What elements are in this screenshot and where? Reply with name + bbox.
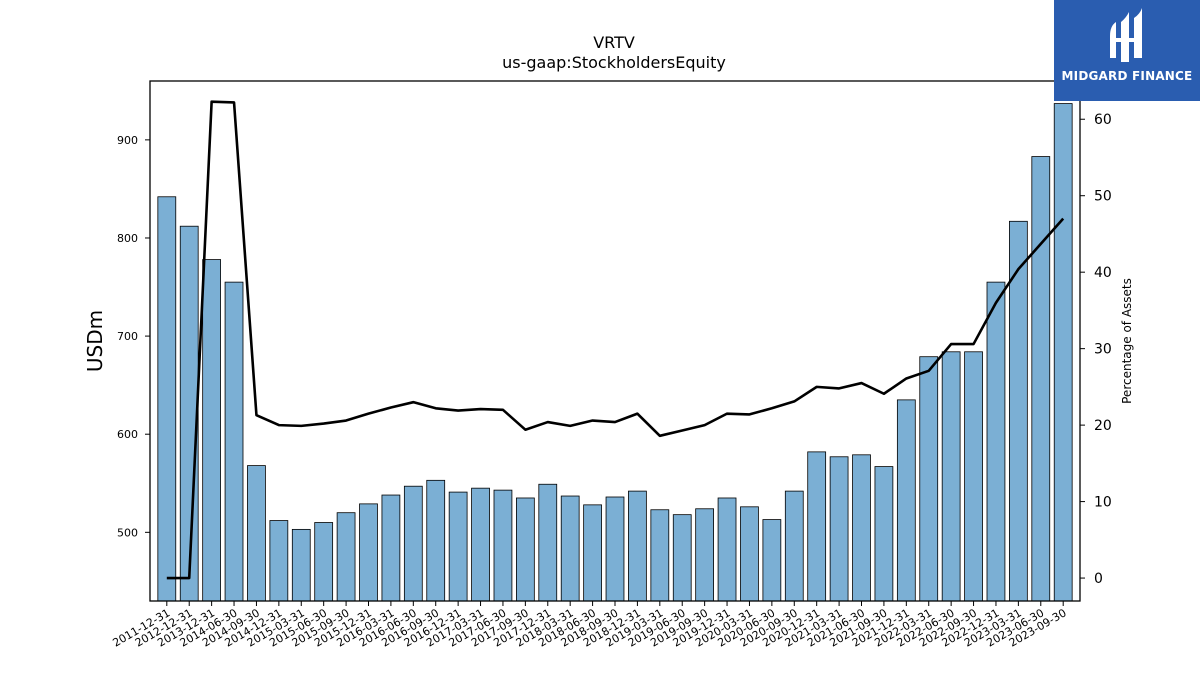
chart-title: VRTV: [593, 33, 635, 52]
y2-tick-label: 0: [1094, 571, 1103, 587]
bar-2014-09-30: [247, 465, 266, 602]
line-series-right: [166, 100, 1065, 580]
y-tick-label: 500: [117, 526, 138, 539]
chart-subtitle: us-gaap:StockholdersEquity: [502, 53, 726, 72]
bar-2017-12-31: [538, 483, 558, 602]
y2-axis-label: Percentage of Assets: [1120, 278, 1134, 404]
bar-2015-09-30: [336, 512, 356, 602]
bar-2023-06-30: [1031, 156, 1051, 602]
y2-tick-label: 60: [1094, 112, 1112, 128]
bar-2022-03-31: [919, 356, 939, 602]
y-tick-label: 600: [117, 428, 138, 441]
bar-2015-06-30: [314, 522, 334, 602]
logo-text: MIDGARD FINANCE: [1061, 69, 1193, 83]
bar-2016-12-31: [448, 491, 468, 602]
bar-2022-12-31: [986, 281, 1006, 602]
bar-2015-12-31: [359, 503, 378, 602]
bar-2019-09-30: [695, 508, 714, 602]
bar-2013-12-31: [202, 259, 221, 602]
bar-2020-03-31: [740, 506, 759, 602]
bar-2018-09-30: [605, 496, 625, 602]
bar-2021-03-31: [829, 456, 849, 602]
bar-2017-03-31: [471, 487, 490, 602]
y-tick-label: 900: [117, 134, 138, 147]
bar-2021-06-30: [852, 454, 871, 602]
bar-2017-09-30: [516, 497, 535, 602]
bar-2016-09-30: [426, 479, 446, 602]
brand-logo: MIDGARD FINANCE: [1054, 0, 1200, 101]
y2-tick-label: 10: [1094, 495, 1112, 511]
bar-2021-12-31: [896, 399, 916, 602]
bar-2016-06-30: [403, 485, 423, 602]
bar-2014-12-31: [269, 520, 289, 602]
bar-2016-03-31: [381, 494, 401, 602]
bar-2019-06-30: [672, 514, 692, 602]
bar-2012-12-31: [179, 225, 199, 602]
bar-2015-03-31: [291, 528, 311, 602]
y-tick-label: 800: [117, 232, 138, 245]
y2-tick-label: 50: [1094, 189, 1112, 205]
bar-2019-03-31: [650, 509, 670, 602]
y-axis-label: USDm: [83, 310, 107, 372]
bar-2017-06-30: [493, 489, 513, 602]
bar-group: [157, 103, 1073, 602]
y2-tick-label: 40: [1094, 265, 1112, 281]
bar-2023-09-30: [1053, 103, 1073, 602]
line-group: [166, 100, 1065, 580]
bar-2020-06-30: [762, 519, 782, 602]
bar-2011-12-31: [157, 196, 177, 602]
bar-2022-09-30: [964, 351, 983, 602]
bar-2020-09-30: [784, 490, 804, 602]
bar-2020-12-31: [807, 451, 827, 602]
axes-group: 50060070080090001020304050602011-12-3120…: [110, 80, 1112, 650]
bar-2021-09-30: [874, 466, 894, 602]
logo-mark-icon: [1110, 8, 1142, 62]
bar-2019-12-31: [717, 497, 737, 602]
bar-2018-06-30: [583, 504, 602, 602]
bar-2014-06-30: [224, 281, 244, 602]
bar-2018-12-31: [628, 490, 647, 602]
bar-2022-06-30: [941, 351, 961, 602]
bar-2018-03-31: [560, 495, 580, 602]
y2-tick-label: 30: [1094, 342, 1112, 358]
y-tick-label: 700: [117, 330, 138, 343]
y2-tick-label: 20: [1094, 418, 1112, 434]
